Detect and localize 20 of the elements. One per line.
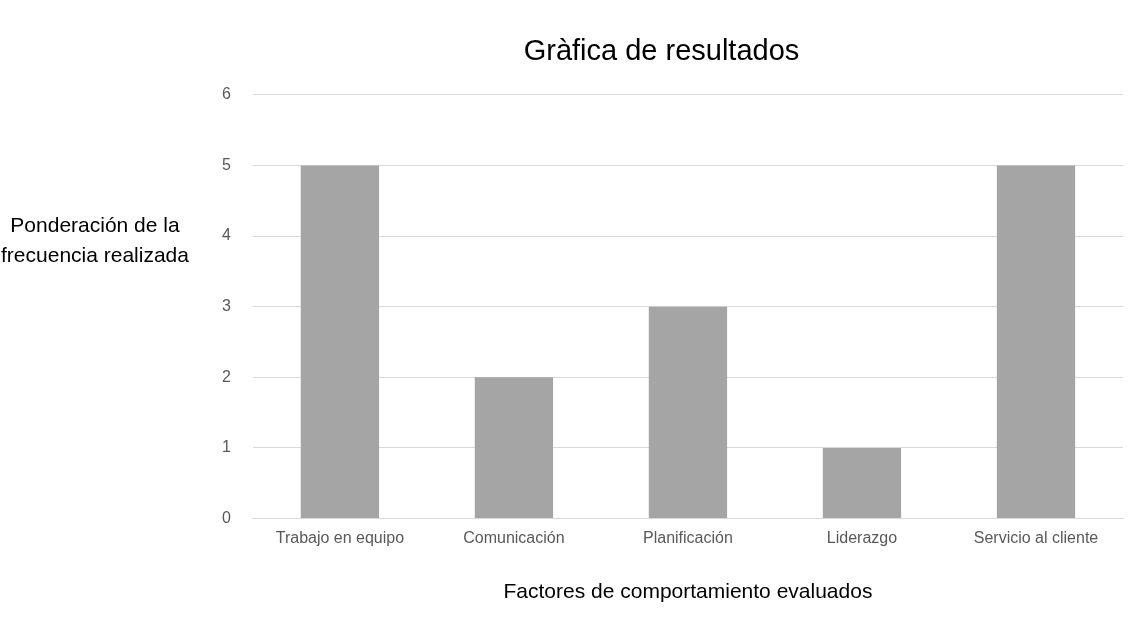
y-tick-label: 1 [221, 438, 231, 456]
x-tick-label: Liderazgo [826, 528, 898, 546]
y-tick-label: 4 [221, 226, 231, 244]
x-tick-label: Comunicación [463, 528, 565, 546]
x-tick-label: Planificación [643, 528, 733, 546]
x-tick-label: Servicio al cliente [973, 528, 1099, 546]
x-axis-title: Factores de comportamiento evaluados [503, 579, 873, 603]
bar [300, 165, 380, 519]
bar [996, 165, 1076, 519]
y-axis-title: Ponderación de la frecuencia realizada [0, 212, 190, 268]
x-tick-label: Trabajo en equipo [275, 528, 405, 546]
bar [648, 306, 728, 519]
y-tick-label: 5 [221, 155, 231, 173]
bar [474, 377, 554, 519]
chart-title: Gràfica de resultados [523, 34, 800, 67]
y-tick-label: 2 [221, 367, 231, 385]
y-tick-label: 0 [221, 509, 231, 527]
y-tick-label: 3 [221, 297, 231, 315]
bar [822, 447, 902, 519]
y-tick-label: 6 [221, 85, 231, 103]
